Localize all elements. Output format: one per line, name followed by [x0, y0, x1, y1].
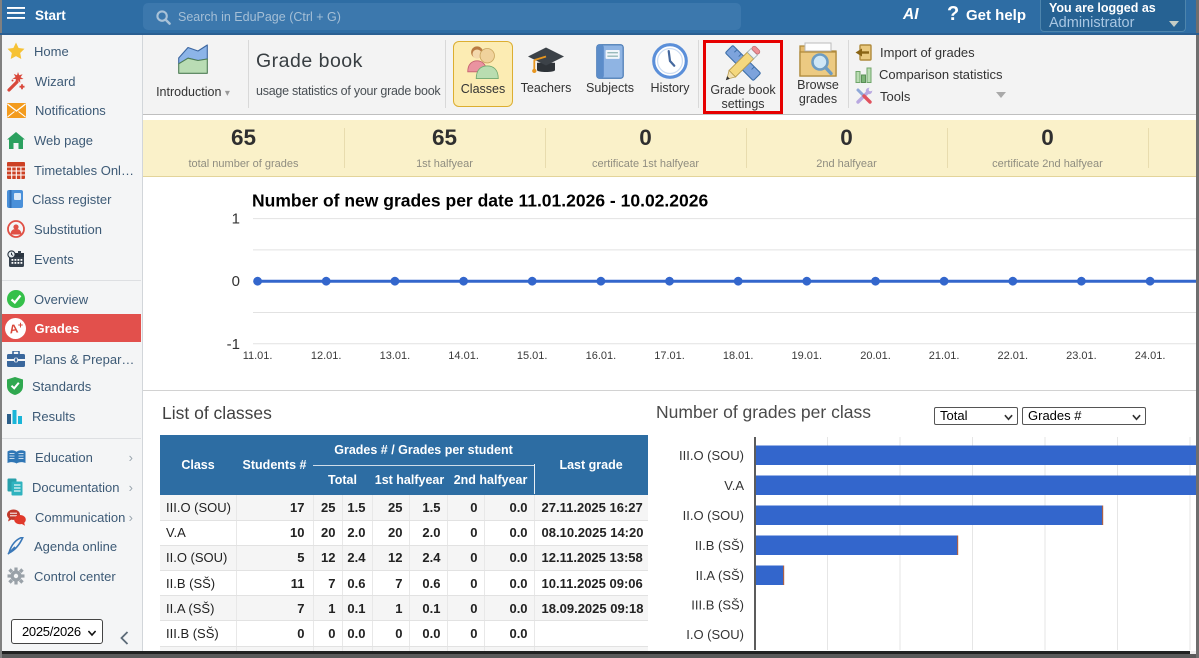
svg-text:11.01.: 11.01. — [243, 350, 273, 362]
svg-text:V.A: V.A — [724, 478, 744, 493]
svg-text:1: 1 — [232, 211, 240, 228]
svg-text:17.01.: 17.01. — [654, 350, 685, 362]
svg-text:I.O (SOU): I.O (SOU) — [686, 627, 744, 642]
svg-text:12.01.: 12.01. — [311, 350, 342, 362]
svg-text:24.01.: 24.01. — [1135, 350, 1166, 362]
svg-text:22.01.: 22.01. — [998, 350, 1029, 362]
svg-text:III.B (SŠ): III.B (SŠ) — [691, 598, 744, 613]
svg-text:III.O (SOU): III.O (SOU) — [679, 448, 744, 463]
svg-text:23.01.: 23.01. — [1066, 350, 1097, 362]
svg-text:-1: -1 — [227, 336, 240, 353]
svg-text:II.A (SŠ): II.A (SŠ) — [696, 568, 744, 583]
svg-text:21.01.: 21.01. — [929, 350, 960, 362]
svg-text:Number of new grades per date: Number of new grades per date 11.01.2026… — [252, 191, 708, 211]
svg-text:16.01.: 16.01. — [586, 350, 617, 362]
svg-text:20.01.: 20.01. — [860, 350, 891, 362]
svg-text:0: 0 — [232, 273, 240, 290]
svg-text:+: + — [17, 319, 22, 329]
svg-text:19.01.: 19.01. — [792, 350, 823, 362]
svg-text:13.01.: 13.01. — [380, 350, 411, 362]
svg-text:II.O (SOU): II.O (SOU) — [683, 508, 744, 523]
svg-text:15.01.: 15.01. — [517, 350, 548, 362]
svg-text:II.B (SŠ): II.B (SŠ) — [695, 538, 744, 553]
svg-text:A: A — [8, 321, 19, 336]
svg-text:14.01.: 14.01. — [448, 350, 479, 362]
svg-text:18.01.: 18.01. — [723, 350, 754, 362]
